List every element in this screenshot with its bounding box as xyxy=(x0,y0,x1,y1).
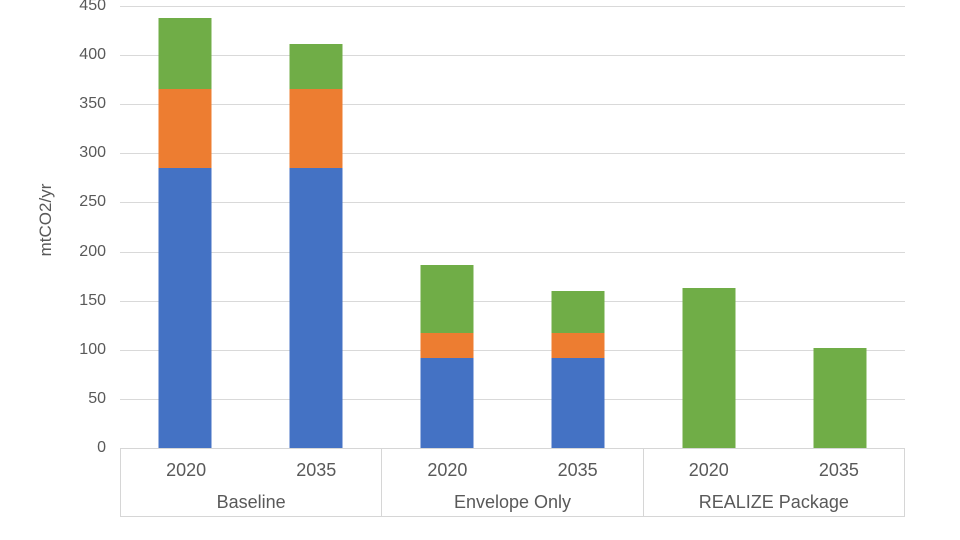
category-group: 2020 2035 Envelope Only xyxy=(382,449,644,516)
gridline xyxy=(120,349,905,351)
plot-area xyxy=(120,6,905,448)
category-group: 2020 2035 Baseline xyxy=(121,449,383,516)
group-label: Envelope Only xyxy=(453,492,572,512)
y-tick-label: 350 xyxy=(79,95,106,113)
group-label: REALIZE Package xyxy=(698,492,849,512)
year-label: 2035 xyxy=(557,459,598,480)
gridline xyxy=(120,6,905,7)
stacked-bar xyxy=(682,6,736,448)
gridline xyxy=(120,104,905,106)
bar-segment-green xyxy=(420,265,474,334)
y-tick-label: 200 xyxy=(79,242,106,260)
year-label: 2020 xyxy=(688,459,729,480)
year-label: 2020 xyxy=(427,459,468,480)
category-axis: 2020 2035 Baseline 2020 2035 Envelope Only 202… xyxy=(120,448,905,517)
year-label: 2020 xyxy=(166,459,207,480)
y-tick-label: 100 xyxy=(79,340,106,358)
bar-segment-green xyxy=(551,290,605,334)
gridline xyxy=(120,153,905,155)
y-tick-label: 50 xyxy=(88,389,106,407)
gridline xyxy=(120,398,905,400)
bar-segment-blue xyxy=(420,357,474,448)
bar-segment-orange xyxy=(158,88,212,169)
bar-segment-orange xyxy=(289,88,343,169)
year-label-row: 2020 2035 xyxy=(644,449,904,491)
stacked-bar xyxy=(289,6,343,448)
stacked-bar xyxy=(551,6,605,448)
stacked-bar xyxy=(420,6,474,448)
gridline xyxy=(120,55,905,57)
year-label-row: 2020 2035 xyxy=(121,449,381,491)
stacked-bar xyxy=(158,6,212,448)
bar-segment-green xyxy=(158,17,212,89)
gridline xyxy=(120,251,905,253)
bar-segment-green xyxy=(682,287,736,448)
bar-segment-green xyxy=(289,44,343,89)
bar-slot xyxy=(774,6,905,448)
category-group: 2020 2035 REALIZE Package xyxy=(644,449,904,516)
bar-slot xyxy=(512,6,643,448)
bar-slot xyxy=(120,6,251,448)
gridlines-layer xyxy=(120,6,905,448)
bar-segment-blue xyxy=(551,357,605,448)
group-label: Baseline xyxy=(216,492,286,512)
y-tick-label: 0 xyxy=(97,439,106,456)
bar-segment-orange xyxy=(420,333,474,358)
bar-slot xyxy=(251,6,382,448)
bar-segment-blue xyxy=(289,168,343,448)
year-label: 2035 xyxy=(296,459,337,480)
gridline xyxy=(120,202,905,204)
y-tick-label: 400 xyxy=(79,46,106,64)
bar-segment-blue xyxy=(158,168,212,448)
y-tick-label: 300 xyxy=(79,144,106,162)
gridline xyxy=(120,300,905,302)
y-tick-label: 250 xyxy=(79,193,106,211)
bar-segment-green xyxy=(813,347,867,448)
stacked-bar xyxy=(813,6,867,448)
bar-segment-orange xyxy=(551,333,605,358)
year-label-row: 2020 2035 xyxy=(382,449,642,491)
bar-slot xyxy=(382,6,513,448)
y-tick-label: 450 xyxy=(79,0,106,14)
bar-slot xyxy=(643,6,774,448)
year-label: 2035 xyxy=(818,459,859,480)
y-tick-label: 150 xyxy=(79,291,106,309)
